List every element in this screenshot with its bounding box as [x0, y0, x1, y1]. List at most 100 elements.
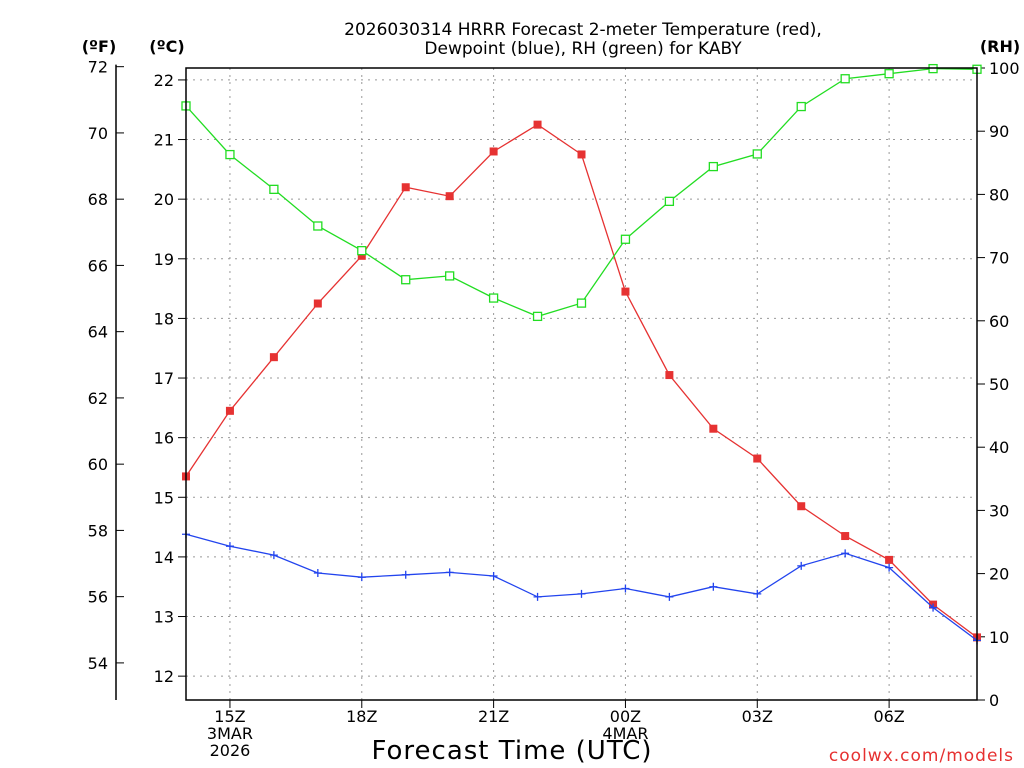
temperature-point [357, 251, 366, 260]
rh-point [357, 245, 367, 256]
x-tick-label: 18Z [346, 707, 377, 726]
temperature-point [445, 192, 454, 201]
c-tick-label: 19 [154, 250, 174, 269]
dewpoint-point [357, 573, 366, 582]
rh-tick-label: 20 [989, 565, 1009, 584]
rh-point [225, 149, 235, 160]
axes: 12 13 14 15 16 17 18 19 20 21 22 54 56 58 60 62 64 66 68 70… [88, 58, 1020, 760]
rh-point [796, 101, 806, 112]
c-tick-label: 22 [154, 71, 174, 90]
x-tick-label: 2026 [210, 741, 251, 760]
temperature-point [665, 371, 674, 380]
c-tick-label: 16 [154, 429, 174, 448]
rh-point [708, 161, 718, 172]
rh-tick-label: 80 [989, 185, 1009, 204]
dewpoint-point [445, 568, 454, 577]
dewpoint-point [489, 571, 498, 580]
temperature-point [841, 532, 850, 541]
credit-label: coolwx.com/models [829, 746, 1014, 766]
c-tick-label: 14 [154, 548, 174, 567]
x-axis-label: Forecast Time (UTC) [371, 736, 652, 766]
f-tick-label: 60 [88, 455, 108, 474]
rh-point [752, 149, 762, 159]
rh-point [445, 271, 455, 281]
temperature-point [797, 502, 806, 511]
rh-point [313, 221, 323, 231]
x-tick-label: 3MAR [207, 724, 253, 743]
x-tick-label: 06Z [873, 707, 904, 726]
dewpoint-point [929, 603, 938, 612]
f-tick-label: 62 [88, 389, 108, 408]
c-tick-label: 12 [154, 667, 174, 686]
rh-point [269, 184, 279, 194]
c-tick-label: 17 [154, 369, 174, 388]
rh-axis-unit: (RH) [980, 37, 1020, 56]
dewpoint-point [269, 551, 278, 560]
dewpoint-point [401, 570, 410, 579]
f-tick-label: 66 [88, 256, 108, 275]
rh-tick-label: 100 [989, 59, 1020, 78]
rh-tick-label: 60 [989, 312, 1009, 331]
dewpoint-point [621, 584, 630, 593]
x-tick-label: 4MAR [602, 724, 648, 743]
rh-point [840, 74, 850, 84]
series-layer [181, 63, 982, 645]
x-tick-label: 00Z [610, 707, 641, 726]
temperature-point [533, 120, 542, 129]
f-tick-label: 58 [88, 521, 108, 540]
f-tick-label: 72 [88, 58, 108, 77]
rh-tick-label: 0 [989, 691, 999, 710]
dewpoint-point [885, 563, 894, 572]
rh-point [401, 275, 411, 285]
grid-lines [186, 68, 977, 700]
rh-tick-label: 90 [989, 122, 1009, 141]
f-tick-label: 54 [88, 654, 108, 673]
f-tick-label: 68 [88, 190, 108, 209]
temperature-line [185, 123, 978, 638]
rh-tick-label: 10 [989, 628, 1009, 647]
dewpoint-point [753, 589, 762, 598]
temperature-point [885, 555, 894, 564]
c-tick-label: 20 [154, 190, 174, 209]
celsius-axis-unit: (ºC) [149, 37, 184, 56]
rh-tick-label: 70 [989, 249, 1009, 268]
rh-point [620, 234, 631, 244]
c-tick-label: 15 [154, 488, 174, 507]
dewpoint-point [841, 549, 850, 558]
x-tick-label: 15Z [214, 707, 245, 726]
rh-tick-label: 30 [989, 501, 1009, 520]
chart-title-line1: 2026030314 HRRR Forecast 2-meter Tempera… [344, 20, 822, 40]
rh-point [664, 196, 675, 207]
temperature-point [313, 299, 322, 308]
temperature-point [621, 287, 630, 296]
temperature-point [401, 183, 410, 192]
dewpoint-point [533, 592, 542, 601]
temperature-point [225, 406, 234, 415]
rh-point [532, 311, 543, 322]
rh-point [884, 69, 894, 79]
f-tick-label: 70 [88, 124, 108, 143]
c-tick-label: 21 [154, 131, 174, 150]
dewpoint-point [665, 592, 674, 601]
dewpoint-point [225, 542, 234, 551]
temperature-point [709, 424, 718, 433]
f-tick-label: 64 [88, 323, 108, 342]
temperature-point [753, 454, 762, 463]
f-tick-label: 56 [88, 588, 108, 607]
temperature-point [577, 150, 586, 159]
dewpoint-point [797, 561, 806, 570]
plot-frame [185, 67, 978, 701]
temperature-point [269, 353, 278, 362]
dewpoint-line [185, 533, 978, 641]
rh-tick-label: 40 [989, 438, 1009, 457]
rh-point [488, 293, 499, 303]
rh-tick-label: 50 [989, 375, 1009, 394]
temperature-point [489, 147, 498, 156]
c-tick-label: 13 [154, 608, 174, 627]
chart-title-line2: Dewpoint (blue), RH (green) for KABY [424, 39, 742, 59]
rh-point [576, 298, 587, 308]
dewpoint-point [709, 582, 718, 591]
x-tick-label: 21Z [478, 707, 509, 726]
fahrenheit-axis-unit: (ºF) [82, 37, 117, 56]
